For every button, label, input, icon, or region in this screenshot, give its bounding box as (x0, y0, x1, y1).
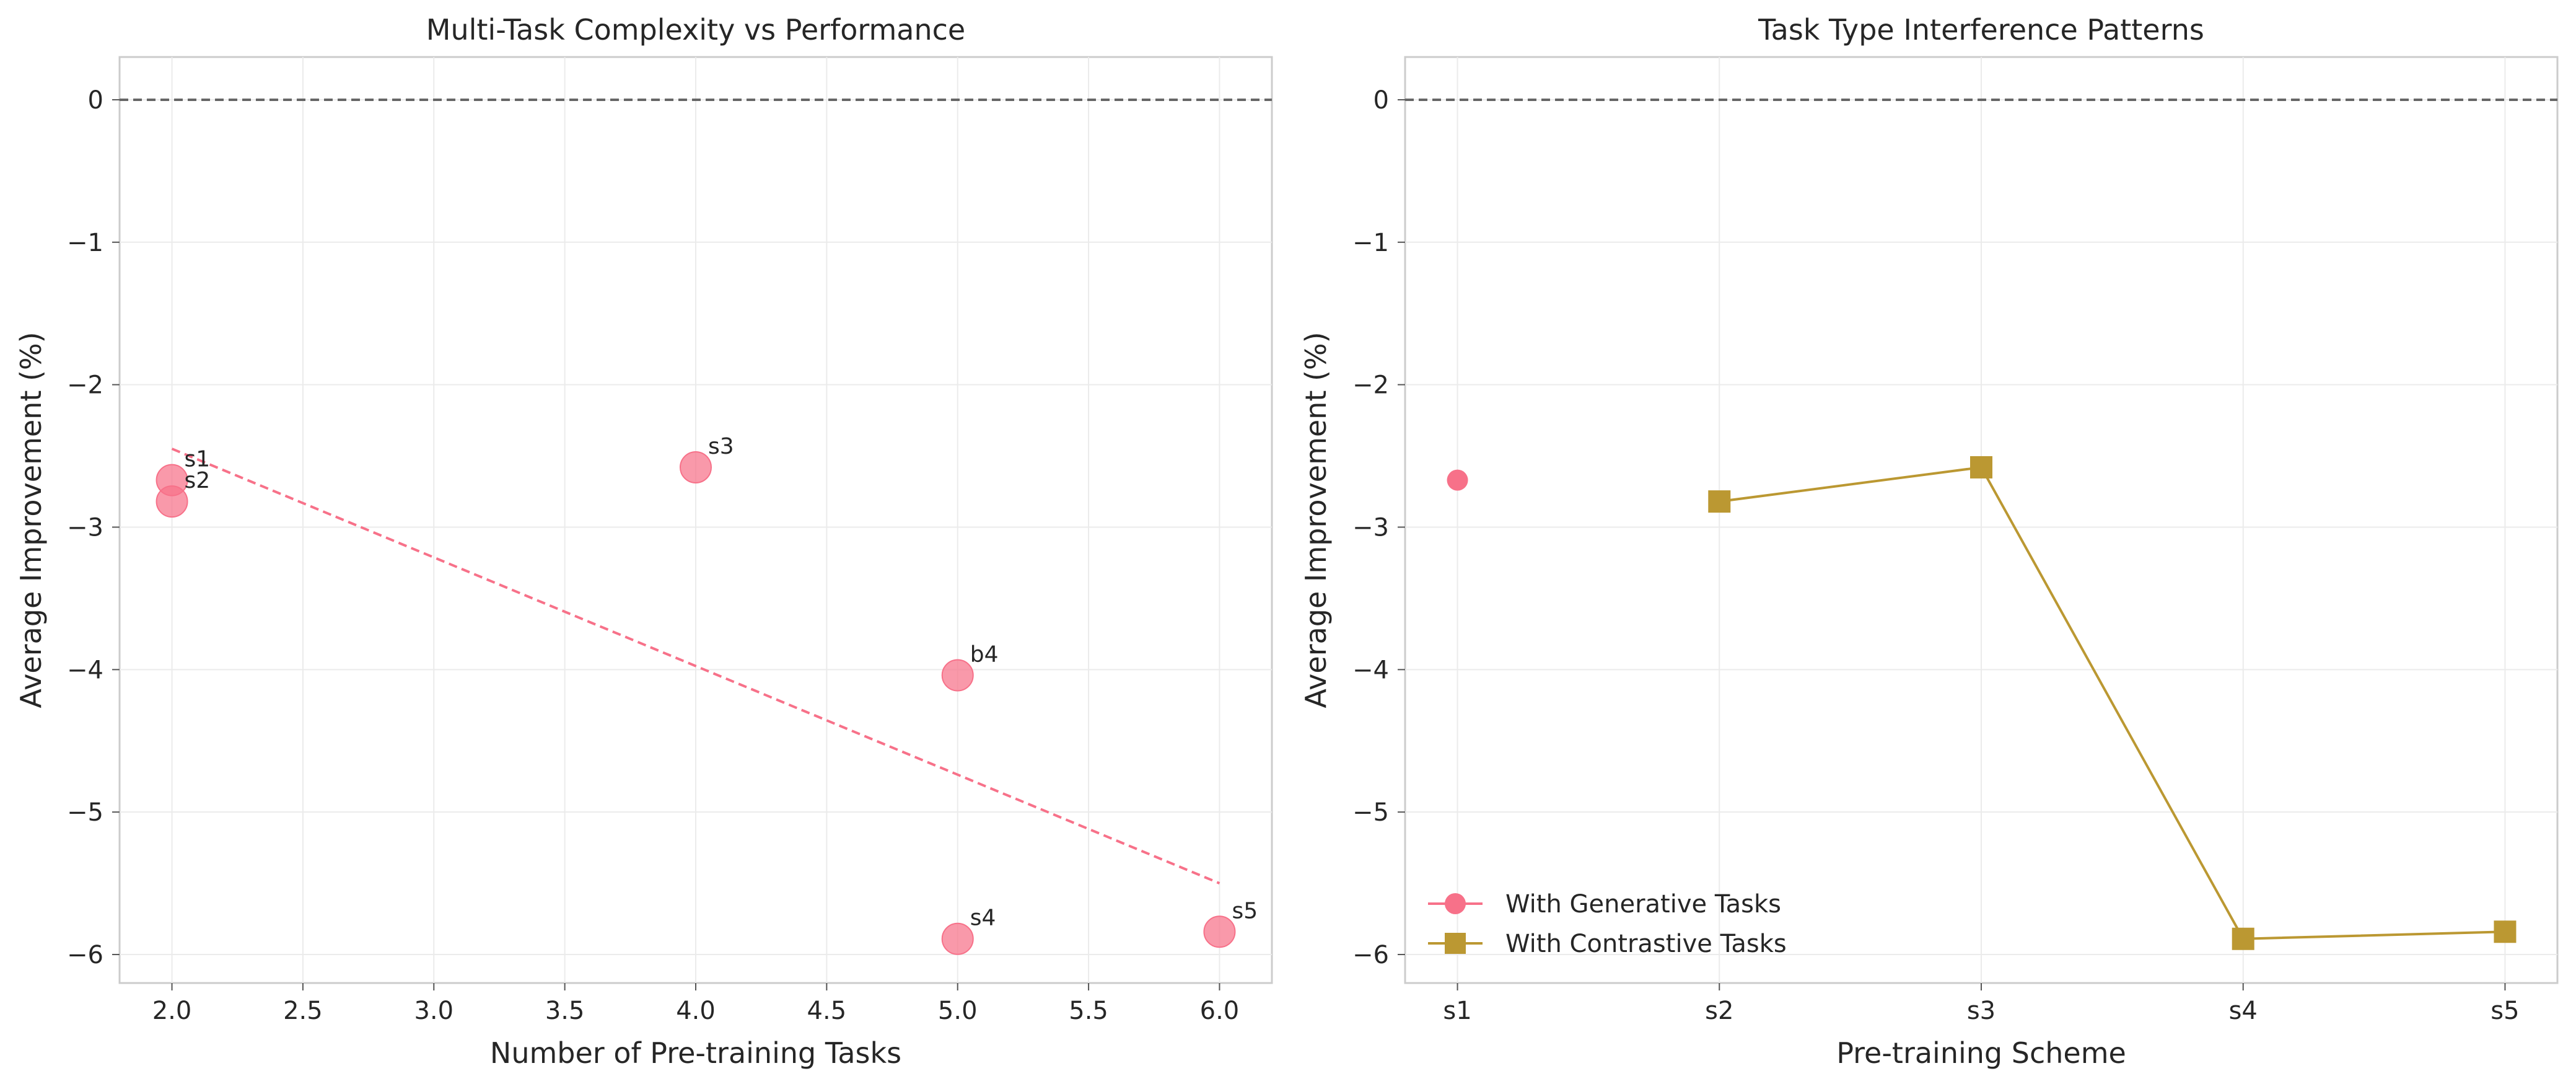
marker-s1 (1447, 469, 1468, 491)
left-x-tick-label: 4.0 (676, 997, 716, 1025)
right-x-tick-label: s1 (1443, 997, 1471, 1025)
marker-s3 (1970, 456, 1992, 478)
left-y-ticks: 0 −1 −2 −3 −4 −5 −6 (67, 86, 120, 969)
scatter-point-s2 (156, 485, 188, 518)
left-y-tick-label: −6 (67, 941, 103, 969)
point-label-s5: s5 (1232, 898, 1258, 924)
left-y-tick-label: −4 (67, 656, 103, 684)
left-x-tick-label: 6.0 (1200, 997, 1240, 1025)
left-x-ticks: 2.0 2.5 3.0 3.5 4.0 4.5 5.0 5.5 6.0 (152, 983, 1240, 1025)
right-y-tick-label: −5 (1352, 798, 1389, 827)
left-y-tick-label: −1 (67, 229, 103, 257)
left-y-tick-label: −5 (67, 798, 103, 827)
right-y-tick-label: −1 (1352, 229, 1389, 257)
left-x-tick-label: 3.5 (545, 997, 585, 1025)
right-y-ticks: 0 −1 −2 −3 −4 −5 −6 (1352, 86, 1405, 969)
left-y-tick-label: −3 (67, 513, 103, 542)
point-label-s2: s2 (185, 468, 211, 493)
scatter-point-s3 (680, 451, 712, 483)
right-y-tick-label: −3 (1352, 513, 1389, 542)
marker-s5 (2494, 920, 2517, 943)
right-x-tick-label: s2 (1705, 997, 1733, 1025)
right-y-tick-label: −4 (1352, 656, 1389, 684)
right-x-axis-label: Pre-training Scheme (1836, 1036, 2126, 1070)
legend-contrastive-marker (1445, 933, 1466, 954)
right-y-tick-label: −2 (1352, 371, 1389, 400)
left-x-tick-label: 5.0 (938, 997, 978, 1025)
scatter-point-s4 (941, 922, 974, 955)
series-line-1 (1719, 465, 2505, 940)
marker-s4 (2232, 927, 2254, 950)
right-x-tick-label: s5 (2491, 997, 2519, 1025)
scatter-point-s5 (1203, 915, 1236, 948)
left-x-tick-label: 2.5 (283, 997, 323, 1025)
point-label-s1: s1 (185, 447, 211, 472)
point-label-s3: s3 (708, 434, 734, 459)
legend-entry-contrastive: With Contrastive Tasks (1428, 930, 1787, 958)
left-x-tick-label: 2.0 (152, 997, 192, 1025)
series-0 (1447, 469, 1468, 491)
right-x-tick-label: s4 (2229, 997, 2258, 1025)
right-y-tick-label: −6 (1352, 941, 1389, 969)
left-y-tick-label: −2 (67, 371, 103, 400)
legend-entry-generative: With Generative Tasks (1428, 890, 1781, 919)
point-label-b4: b4 (970, 642, 999, 668)
right-series (1447, 456, 2517, 950)
right-y-axis-label: Average Improvement (%) (1299, 332, 1333, 708)
right-chart-title: Task Type Interference Patterns (1758, 13, 2204, 46)
right-legend: With Generative Tasks With Contrastive T… (1428, 890, 1787, 958)
legend-generative-label: With Generative Tasks (1505, 890, 1781, 919)
series-1 (1708, 456, 2517, 950)
left-x-tick-label: 4.5 (807, 997, 847, 1025)
right-y-tick-label: 0 (1373, 86, 1389, 115)
left-y-axis-label: Average Improvement (%) (14, 332, 48, 708)
scatter-point-b4 (941, 659, 974, 692)
legend-generative-marker (1445, 893, 1466, 914)
left-trend-line (171, 448, 1220, 884)
right-chart: s1 s2 s3 s4 s5 0 −1 −2 −3 −4 −5 −6 Task Type Inter… (1299, 13, 2559, 1070)
trend-line (171, 448, 1220, 884)
marker-s2 (1708, 490, 1731, 513)
left-x-axis-label: Number of Pre-training Tasks (490, 1036, 901, 1070)
left-x-tick-label: 3.0 (414, 997, 453, 1025)
point-label-s4: s4 (970, 906, 996, 931)
left-y-tick-label: 0 (88, 86, 103, 115)
left-x-tick-label: 5.5 (1069, 997, 1108, 1025)
left-scatter-points (156, 451, 1236, 955)
right-x-ticks: s1 s2 s3 s4 s5 (1443, 983, 2520, 1025)
left-chart-title: Multi-Task Complexity vs Performance (426, 13, 965, 46)
right-x-tick-label: s3 (1967, 997, 1996, 1025)
legend-contrastive-label: With Contrastive Tasks (1505, 930, 1787, 958)
